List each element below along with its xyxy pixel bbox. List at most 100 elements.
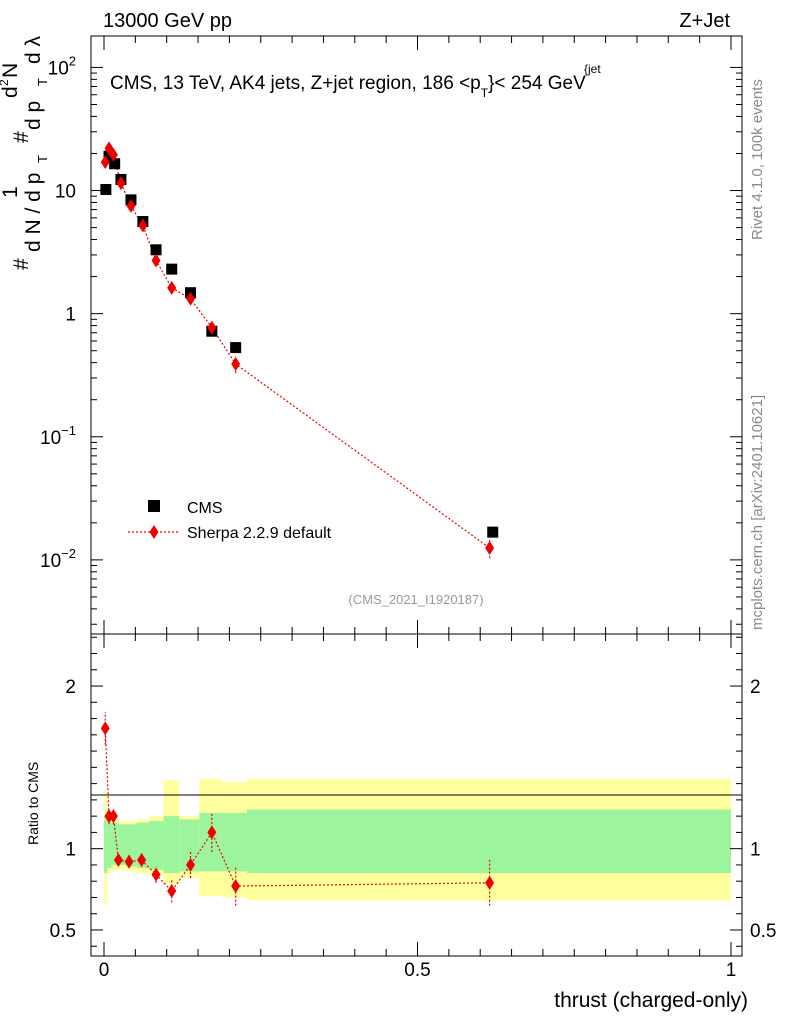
ratio-y-tick-label: 1 <box>65 840 76 861</box>
ratio-point <box>151 867 161 882</box>
ratio-point <box>167 883 177 898</box>
main-y-tick-label: 10−2 <box>40 546 76 572</box>
ratio-point <box>113 853 123 868</box>
ratio-point <box>186 857 196 872</box>
ratio-band-stat <box>246 809 731 874</box>
sherpa-point <box>151 253 161 268</box>
x-axis-label: thrust (charged-only) <box>554 989 748 1012</box>
ratio-point <box>100 721 110 736</box>
main-y-tick-label-base: 10 <box>40 428 61 449</box>
main-frame <box>90 35 743 635</box>
main-y-tick-label-base: 10 <box>48 58 69 79</box>
sherpa-point <box>231 356 241 371</box>
ratio-point <box>207 825 217 840</box>
ratio-point <box>485 875 495 890</box>
ratio-series-layer <box>100 712 495 906</box>
ratio-band-stat <box>199 812 222 872</box>
cms-point <box>166 263 178 275</box>
sherpa-point <box>108 147 118 162</box>
x-tick-label: 0 <box>99 960 110 981</box>
chart-title-main: CMS, 13 TeV, AK4 jets, Z+jet region, 186… <box>110 73 481 94</box>
cms-point <box>100 183 112 195</box>
header-right: Z+Jet <box>679 10 730 32</box>
legend-marker-cms <box>148 500 160 512</box>
ratio-point <box>137 853 147 868</box>
ratio-y-tick-label: 0.5 <box>50 921 76 942</box>
legend: CMS Sherpa 2.2.9 default <box>128 500 332 542</box>
sherpa-point <box>207 320 217 335</box>
sherpa-point <box>186 291 196 306</box>
ylabel-dlambda: d λ <box>22 35 45 64</box>
header-left: 13000 GeV pp <box>103 10 232 32</box>
main-y-tick-label: 10−1 <box>40 423 76 449</box>
ratio-panel: 0.5 0.5 1 1 2 2 0 0.5 1 Ratio to CMS <box>25 633 776 981</box>
chart-title-sub: T <box>481 86 489 100</box>
x-tick-label: 0.5 <box>404 960 430 981</box>
analysis-reference: (CMS_2021_I1920187) <box>348 592 483 607</box>
legend-label-sherpa: Sherpa 2.2.9 default <box>187 525 332 542</box>
sherpa-point <box>485 540 495 555</box>
main-y-tick-label-base: 10 <box>55 182 76 203</box>
x-axis: 0 0.5 1 <box>99 634 737 981</box>
ratio-band-stat <box>111 822 118 865</box>
sherpa-point <box>116 176 126 191</box>
mcplots-label: mcplots.cern.ch [arXiv:2401.10621] <box>749 395 766 630</box>
main-y-label: # d N / d p T 1 # d p T d 2 N d λ <box>0 35 50 270</box>
ylabel-denominator: d N / d p <box>22 173 45 252</box>
sherpa-line <box>104 146 490 549</box>
x-tick-label: 1 <box>726 960 737 981</box>
main-x-axis-ticks <box>103 36 732 634</box>
ratio-y-tick-label-right: 0.5 <box>750 921 776 942</box>
ratio-frame <box>90 633 743 957</box>
ratio-bands <box>104 778 731 904</box>
main-y-tick-label: 102 <box>48 53 76 79</box>
ylabel-d2n-d: d <box>0 86 22 98</box>
cms-point <box>487 526 499 538</box>
ratio-band-stat <box>163 816 180 874</box>
cms-point <box>109 158 121 170</box>
chart-title-tail: }< 254 GeV <box>488 73 586 94</box>
main-y-tick-label-exponent: −2 <box>61 546 76 561</box>
sherpa-point <box>100 155 110 170</box>
main-y-tick-label: 10 <box>55 182 76 203</box>
ratio-point <box>231 879 241 894</box>
ylabel-numerator-one: 1 <box>0 186 22 198</box>
ratio-band-stat <box>107 819 112 869</box>
ratio-y-tick-label-right: 2 <box>750 677 761 698</box>
main-y-tick-label-exponent: 2 <box>69 53 76 68</box>
cms-point <box>150 244 162 256</box>
ratio-band-stat <box>221 812 247 872</box>
sherpa-point <box>167 280 177 295</box>
cms-point <box>230 342 242 354</box>
ratio-y-tick-label: 2 <box>65 677 76 698</box>
ratio-point <box>108 809 118 824</box>
ratio-band-stat <box>149 821 164 870</box>
ratio-band-stat <box>117 824 126 865</box>
chart-title-sup: {jet <box>584 62 601 76</box>
chart-title: CMS, 13 TeV, AK4 jets, Z+jet region, 186… <box>110 73 586 100</box>
legend-marker-sherpa <box>149 525 159 539</box>
sherpa-point <box>126 198 136 213</box>
main-y-tick-label-base: 10 <box>40 551 61 572</box>
main-y-tick-label-exponent: −1 <box>61 423 76 438</box>
sherpa-point <box>138 218 148 233</box>
ylabel-d2n-n: N <box>0 63 22 78</box>
rivet-label: Rivet 4.1.0, 100k events <box>749 79 766 240</box>
main-series-layer <box>100 141 499 559</box>
cms-point <box>103 150 115 162</box>
ylabel-dpt: d p <box>22 101 45 130</box>
main-y-tick-label-base: 1 <box>65 305 76 326</box>
ratio-y-axis: 0.5 0.5 1 1 2 2 <box>50 636 776 947</box>
ratio-band-stat <box>179 819 200 872</box>
legend-label-cms: CMS <box>187 500 223 517</box>
ylabel-denominator-sub: T <box>35 155 50 163</box>
ratio-point <box>124 854 134 869</box>
ylabel-dpt-sub: T <box>35 78 50 86</box>
ratio-y-label: Ratio to CMS <box>25 762 41 845</box>
main-y-tick-label: 1 <box>65 305 76 326</box>
ylabel-hash-1: # <box>10 258 33 270</box>
ylabel-hash-2: # <box>10 131 33 143</box>
